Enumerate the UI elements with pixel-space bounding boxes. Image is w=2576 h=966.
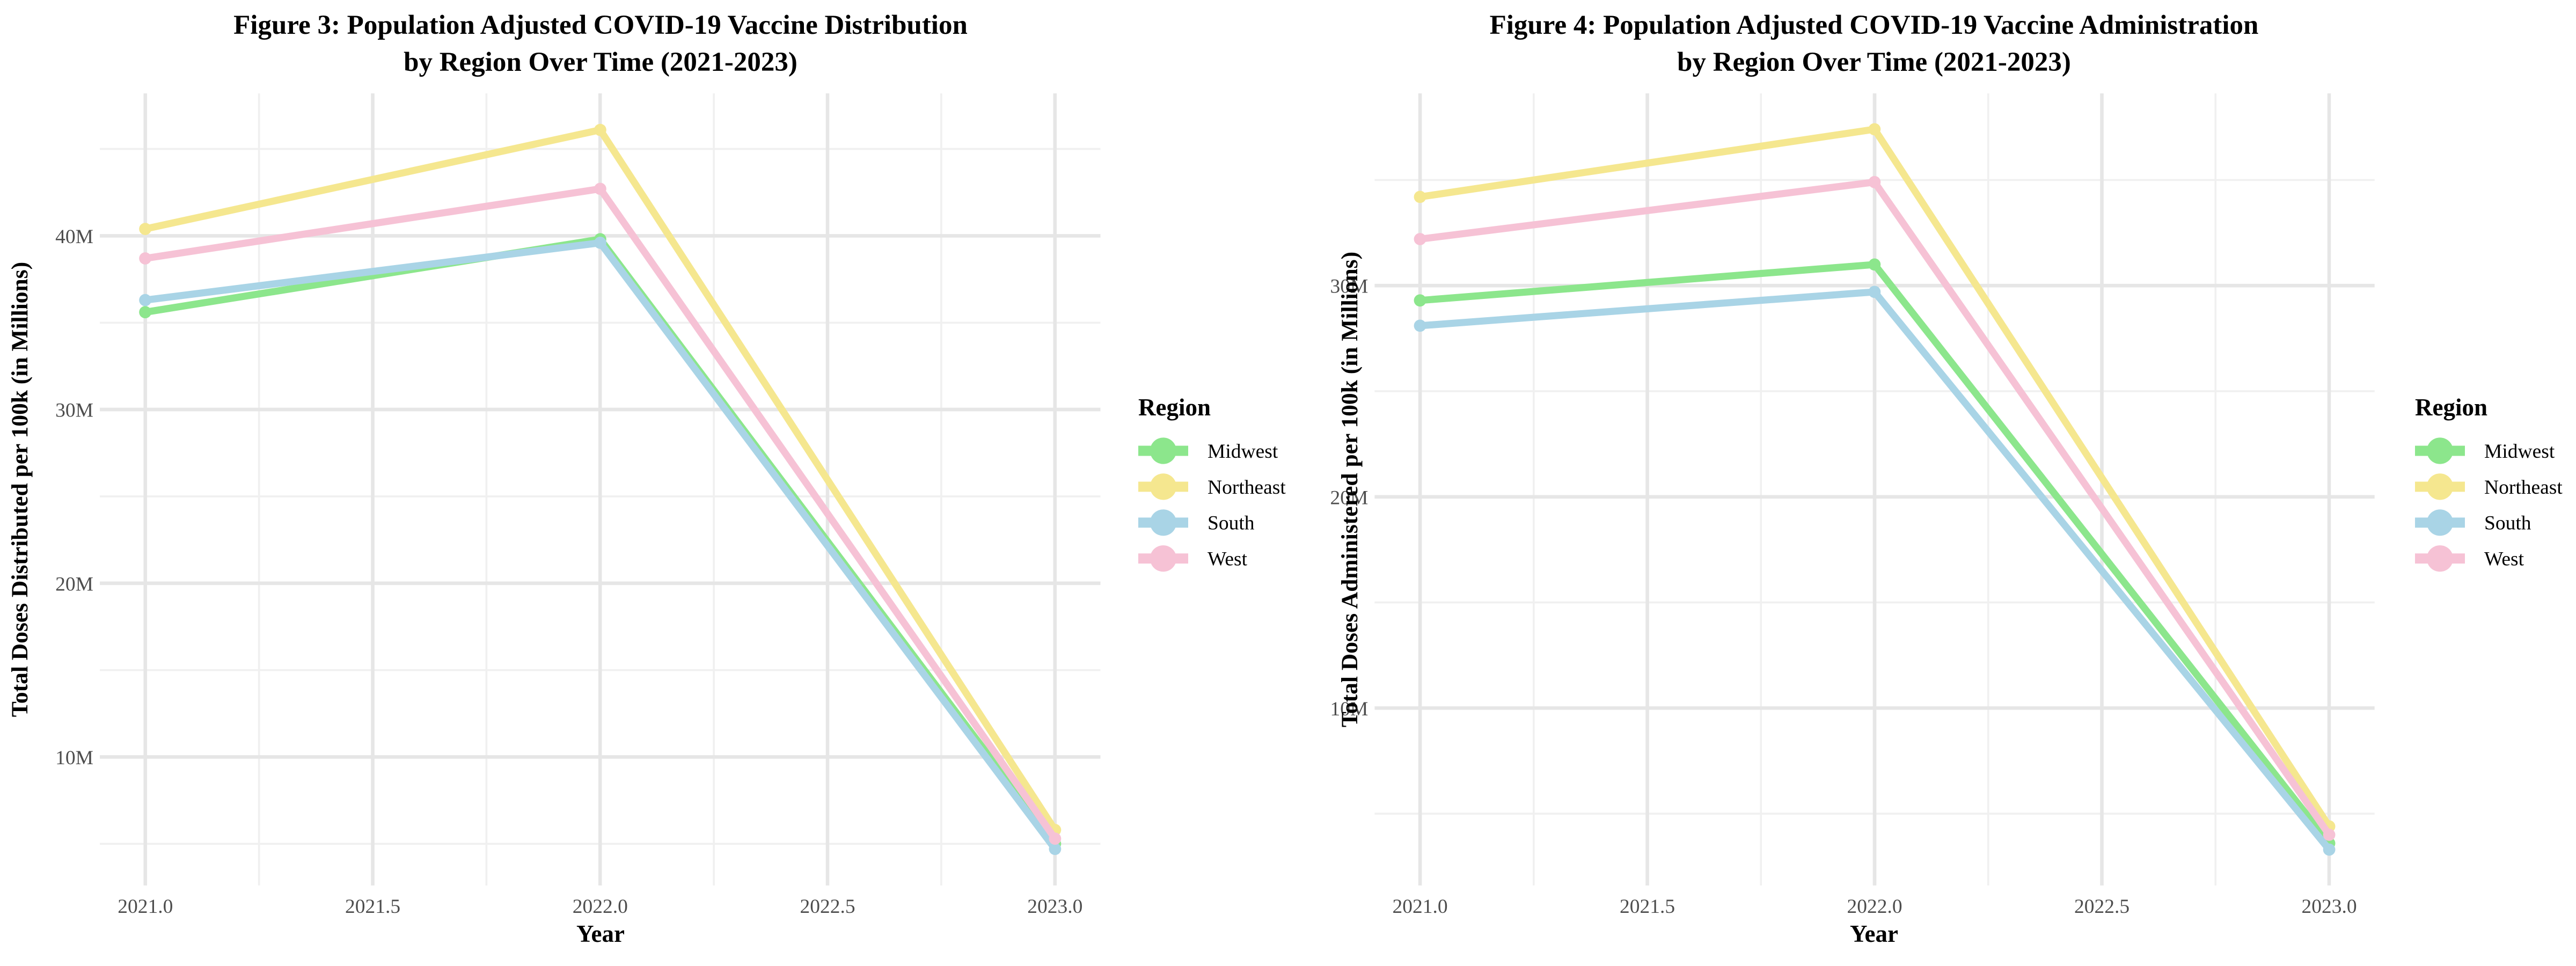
x-tick-label: 2022.5 [2074,896,2129,918]
data-point-west-2023 [1049,832,1062,845]
legend-item-west: West [1138,545,1248,572]
chart-distribution: 2021.0 2021.5 2022.0 2022.5 2023.0 10M 20M 30M 4… [7,10,1286,947]
legend-item-midwest: Midwest [1138,437,1278,464]
x-tick-label: 2021.5 [345,896,400,918]
data-point-west-2023 [2323,829,2336,841]
chart-title-line2: by Region Over Time (2021-2023) [1677,47,2071,77]
legend-item-south: South [1138,509,1255,536]
data-point-south-2021 [1414,319,1426,332]
data-point-south-2023 [2323,843,2336,856]
data-point-west-2022 [594,182,606,195]
x-axis-title: Year [576,920,625,947]
data-point-midwest-2021 [1414,294,1426,307]
data-point-west-2022 [1868,175,1881,188]
chart-title-line1: Figure 3: Population Adjusted COVID-19 V… [233,10,968,40]
legend: Midwest Northeast South West [2415,437,2563,572]
legend-label-midwest: Midwest [2484,441,2555,463]
legend: Midwest Northeast South West [1138,437,1286,572]
x-tick-label: 2021.5 [1620,896,1675,918]
legend-label-west: West [1208,548,1248,570]
data-point-south-2023 [1049,843,1062,855]
plot-area-administration: 2021.0 2021.5 2022.0 2022.5 2023.0 10M 20M 30M [1330,93,2375,918]
chart-title-line2: by Region Over Time (2021-2023) [404,47,797,77]
y-axis-title: Total Doses Administered per 100k (in Mi… [1337,252,1363,727]
y-tick-label: 30M [1330,276,1368,298]
legend-key-dot-west [1150,545,1177,572]
chart-title-line1: Figure 4: Population Adjusted COVID-19 V… [1490,10,2259,40]
data-point-midwest-2022 [1868,258,1881,271]
legend-item-south: South [2415,509,2531,536]
x-tick-label: 2023.0 [1027,896,1082,918]
plot-area-distribution: 2021.0 2021.5 2022.0 2022.5 2023.0 10M 20M 30M 4… [55,93,1101,918]
legend-label-south: South [2484,513,2531,535]
data-point-south-2022 [594,237,606,249]
legend-item-midwest: Midwest [2415,437,2555,464]
x-tick-label: 2022.0 [1847,896,1902,918]
y-tick-label: 20M [1330,487,1368,509]
chart-administration: 2021.0 2021.5 2022.0 2022.5 2023.010M20M30M … [1330,10,2563,947]
legend-key-dot-south [1150,509,1177,536]
legend-key-dot-south [2426,509,2454,536]
x-tick-label: 2022.0 [573,896,628,918]
legend-key-dot-midwest [2426,437,2454,464]
y-tick-label: 10M [1330,698,1368,720]
y-axis-title: Total Doses Distributed per 100k (in Mil… [7,262,33,717]
y-tick-label: 40M [55,226,93,248]
legend-label-west: West [2484,548,2524,570]
data-point-midwest-2021 [139,306,151,319]
legend-item-west: West [2415,545,2524,572]
legend-label-south: South [1208,513,1255,535]
legend-key-dot-west [2426,545,2454,572]
data-point-west-2021 [1414,233,1426,245]
data-point-south-2021 [139,294,151,306]
data-point-west-2021 [139,252,151,265]
data-point-south-2022 [1868,286,1881,298]
legend-key-dot-midwest [1150,437,1177,464]
legend-item-northeast: Northeast [2415,473,2563,500]
legend-key-dot-northeast [1150,473,1177,500]
data-point-northeast-2021 [139,223,151,235]
legend-label-midwest: Midwest [1208,441,1278,463]
legend-label-northeast: Northeast [2484,477,2563,499]
y-tick-label: 30M [55,400,93,422]
legend-title: Region [2415,394,2487,421]
x-tick-label: 2021.0 [1393,896,1448,918]
legend-title: Region [1138,394,1211,421]
y-tick-label: 10M [55,747,93,769]
y-tick-label: 20M [55,573,93,595]
legend-item-northeast: Northeast [1138,473,1286,500]
x-tick-label: 2023.0 [2301,896,2357,918]
legend-label-northeast: Northeast [1208,477,1286,499]
x-tick-label: 2022.5 [800,896,855,918]
data-point-northeast-2022 [1868,123,1881,136]
data-point-northeast-2022 [594,123,606,136]
x-tick-label: 2021.0 [118,896,173,918]
x-axis-title: Year [1850,920,1898,947]
legend-key-dot-northeast [2426,473,2454,500]
data-point-northeast-2021 [1414,191,1426,203]
